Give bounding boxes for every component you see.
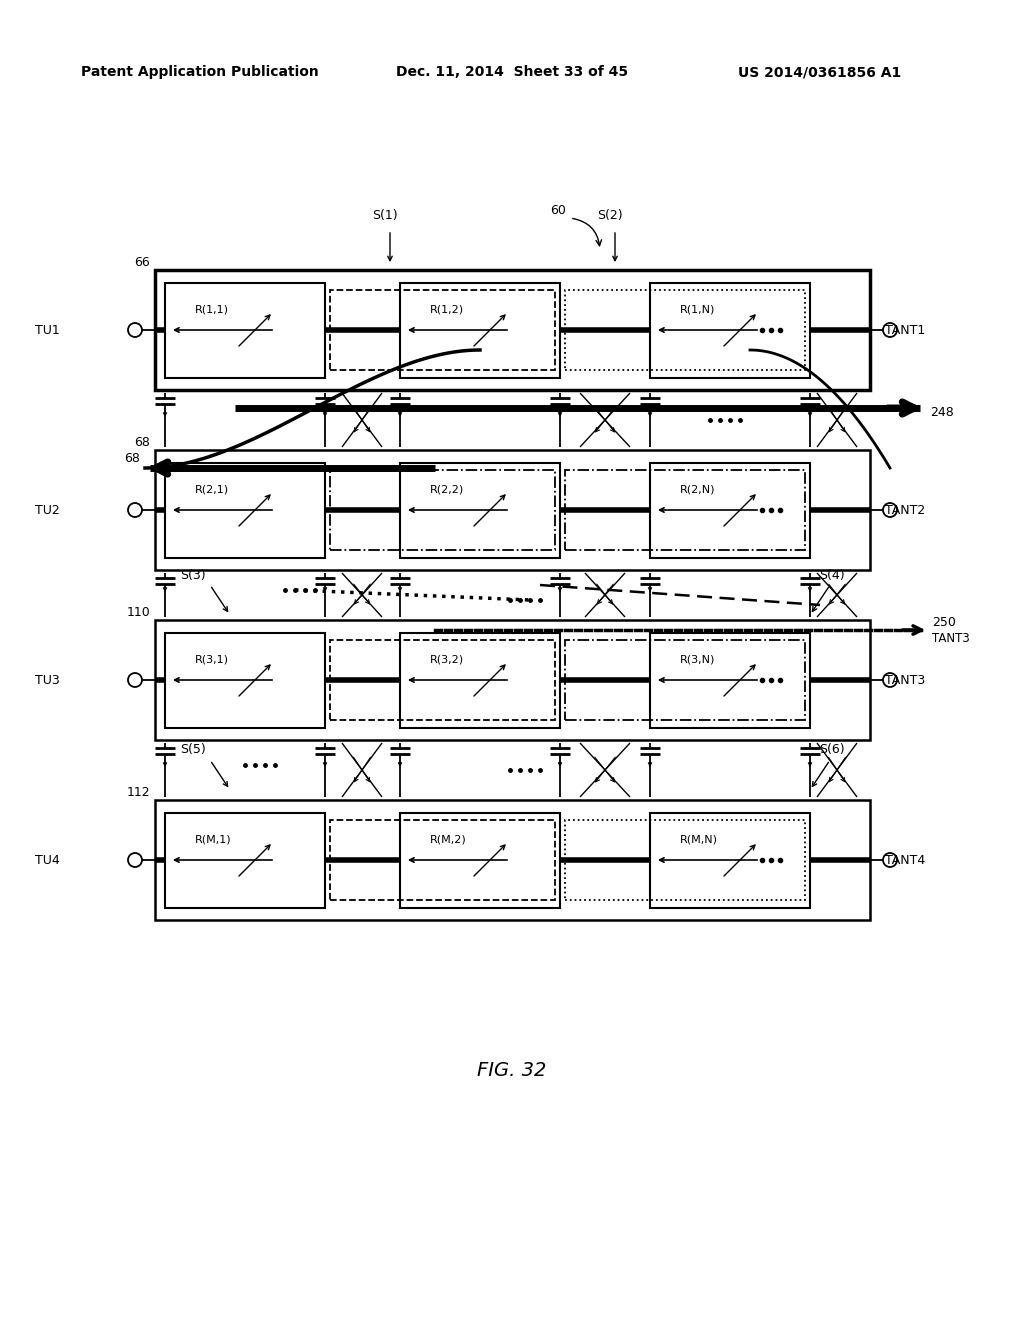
Text: TU4: TU4 (35, 854, 60, 866)
Bar (165, 813, 325, 908)
Text: 110: 110 (126, 606, 150, 619)
Bar (165, 282, 325, 378)
Text: Patent Application Publication: Patent Application Publication (81, 65, 318, 79)
FancyArrowPatch shape (212, 763, 227, 787)
Text: US 2014/0361856 A1: US 2014/0361856 A1 (738, 65, 901, 79)
Text: S(4): S(4) (819, 569, 845, 582)
Text: 60: 60 (550, 203, 566, 216)
Text: R(M,1): R(M,1) (195, 836, 231, 845)
Bar (565, 470, 805, 550)
Bar (155, 620, 870, 741)
Text: 66: 66 (134, 256, 150, 268)
Text: S(5): S(5) (180, 743, 206, 756)
Text: 250: 250 (932, 615, 955, 628)
Text: R(3,2): R(3,2) (430, 655, 464, 665)
Text: FIG. 32: FIG. 32 (477, 1060, 547, 1080)
Text: R(2,N): R(2,N) (680, 484, 716, 495)
Bar (400, 813, 560, 908)
FancyArrowPatch shape (572, 219, 601, 246)
Text: TU3: TU3 (35, 673, 60, 686)
Text: TANT3: TANT3 (885, 673, 926, 686)
Text: R(2,1): R(2,1) (195, 484, 229, 495)
Text: R(1,1): R(1,1) (195, 305, 229, 315)
Bar (165, 463, 325, 558)
Text: R(1,N): R(1,N) (680, 305, 716, 315)
Text: S(1): S(1) (372, 209, 397, 222)
Bar (155, 450, 870, 570)
Text: R(M,2): R(M,2) (430, 836, 467, 845)
Bar (650, 813, 810, 908)
Text: 68: 68 (124, 451, 140, 465)
Bar (650, 282, 810, 378)
Bar (400, 634, 560, 729)
Text: TU1: TU1 (35, 323, 60, 337)
Bar (400, 282, 560, 378)
Text: R(3,1): R(3,1) (195, 655, 229, 665)
Text: S(3): S(3) (180, 569, 206, 582)
Bar (330, 820, 555, 900)
Text: TANT4: TANT4 (885, 854, 926, 866)
Bar (330, 640, 555, 719)
Bar (330, 470, 555, 550)
Text: R(1,2): R(1,2) (430, 305, 464, 315)
Bar (650, 463, 810, 558)
Bar (155, 800, 870, 920)
FancyArrowPatch shape (812, 587, 828, 611)
Text: 68: 68 (134, 436, 150, 449)
FancyArrowPatch shape (812, 763, 828, 787)
Text: R(3,N): R(3,N) (680, 655, 716, 665)
Text: TANT1: TANT1 (885, 323, 926, 337)
Bar (565, 290, 805, 370)
Bar (565, 820, 805, 900)
FancyArrowPatch shape (212, 587, 227, 611)
Text: S(2): S(2) (597, 209, 623, 222)
Bar (330, 290, 555, 370)
Bar (650, 634, 810, 729)
Text: R(2,2): R(2,2) (430, 484, 464, 495)
Text: R(M,N): R(M,N) (680, 836, 718, 845)
Text: TANT3: TANT3 (932, 631, 970, 644)
Text: S(6): S(6) (819, 743, 845, 756)
Text: Dec. 11, 2014  Sheet 33 of 45: Dec. 11, 2014 Sheet 33 of 45 (396, 65, 628, 79)
Text: TU2: TU2 (35, 503, 60, 516)
Bar (565, 640, 805, 719)
Bar (165, 634, 325, 729)
Bar (155, 271, 870, 389)
Text: 248: 248 (930, 407, 953, 420)
Bar (400, 463, 560, 558)
Text: 112: 112 (126, 785, 150, 799)
Text: TANT2: TANT2 (885, 503, 926, 516)
